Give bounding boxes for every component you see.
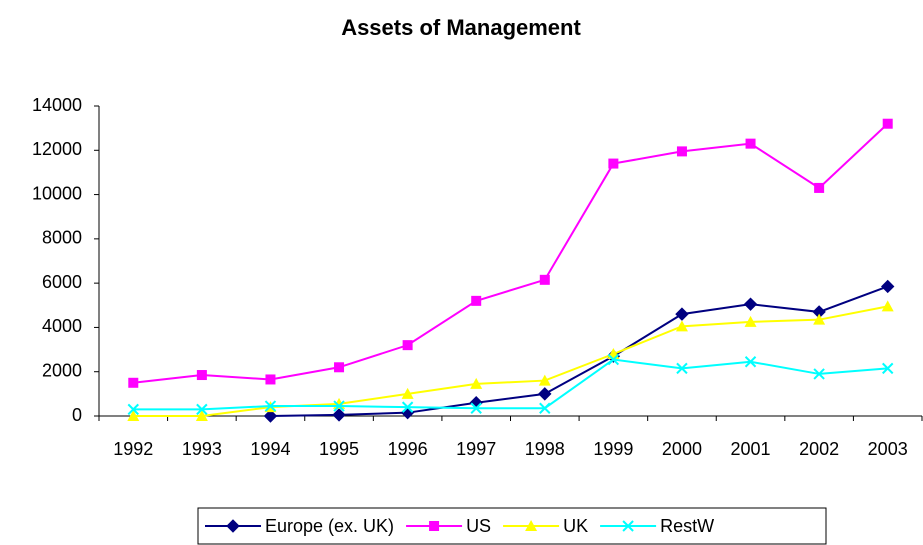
y-tick-label: 8000 bbox=[42, 228, 82, 248]
marker bbox=[814, 182, 825, 193]
x-tick-label: 1999 bbox=[593, 439, 633, 459]
series-line bbox=[133, 305, 888, 417]
marker bbox=[195, 410, 208, 421]
marker bbox=[675, 320, 688, 332]
y-tick-label: 12000 bbox=[32, 139, 82, 159]
marker bbox=[470, 402, 482, 414]
legend-label: RestW bbox=[660, 516, 714, 536]
y-tick-label: 0 bbox=[72, 405, 82, 425]
marker bbox=[128, 377, 139, 388]
legend: Europe (ex. UK) US UK RestW bbox=[197, 507, 827, 545]
marker bbox=[538, 374, 551, 386]
series-line bbox=[270, 285, 889, 417]
x-tick-label: 1993 bbox=[182, 439, 222, 459]
y-tick-label: 10000 bbox=[32, 183, 82, 203]
series-line bbox=[133, 358, 888, 411]
marker bbox=[675, 307, 689, 321]
x-tick-label: 1998 bbox=[525, 439, 565, 459]
x-tick-label: 2003 bbox=[868, 439, 908, 459]
marker bbox=[608, 158, 619, 169]
marker bbox=[196, 403, 208, 416]
marker bbox=[263, 409, 278, 423]
y-tick-label: 4000 bbox=[42, 316, 82, 336]
marker bbox=[470, 377, 483, 389]
marker bbox=[402, 340, 413, 351]
chart-title: Assets of Management bbox=[341, 15, 581, 40]
marker bbox=[525, 520, 538, 531]
marker bbox=[744, 356, 757, 368]
marker bbox=[882, 362, 894, 375]
marker bbox=[607, 353, 620, 366]
marker bbox=[226, 519, 240, 533]
marker bbox=[882, 118, 893, 129]
marker bbox=[538, 387, 552, 401]
x-tick-label: 1997 bbox=[456, 439, 496, 459]
y-tick-label: 2000 bbox=[42, 360, 82, 380]
marker bbox=[471, 295, 482, 306]
marker bbox=[334, 362, 345, 373]
legend-label: Europe (ex. UK) bbox=[265, 516, 394, 536]
marker bbox=[744, 315, 757, 327]
marker bbox=[745, 138, 756, 149]
x-tick-label: 1992 bbox=[113, 439, 153, 459]
marker bbox=[333, 400, 345, 412]
marker bbox=[332, 408, 346, 422]
marker bbox=[401, 401, 414, 413]
x-tick-label: 2000 bbox=[662, 439, 702, 459]
marker bbox=[127, 403, 139, 416]
marker bbox=[265, 374, 276, 385]
legend-label: US bbox=[466, 516, 491, 536]
marker bbox=[429, 521, 440, 531]
y-tick-label: 14000 bbox=[32, 95, 82, 115]
x-tick-label: 1996 bbox=[388, 439, 428, 459]
marker bbox=[881, 279, 895, 294]
marker bbox=[264, 400, 277, 412]
x-tick-label: 1995 bbox=[319, 439, 359, 459]
y-tick-label: 6000 bbox=[42, 272, 82, 292]
marker bbox=[622, 520, 634, 532]
marker bbox=[196, 370, 207, 381]
marker bbox=[813, 313, 826, 325]
marker bbox=[676, 146, 687, 157]
x-tick-label: 2001 bbox=[731, 439, 771, 459]
series-line bbox=[133, 122, 889, 384]
marker bbox=[539, 274, 550, 285]
marker bbox=[743, 297, 758, 311]
legend-label: UK bbox=[563, 516, 588, 536]
x-tick-label: 2002 bbox=[799, 439, 839, 459]
marker bbox=[813, 368, 825, 380]
marker bbox=[539, 402, 551, 414]
marker bbox=[401, 387, 414, 399]
marker bbox=[127, 410, 140, 421]
x-tick-label: 1994 bbox=[250, 439, 290, 459]
marker bbox=[881, 300, 894, 312]
marker bbox=[676, 362, 688, 375]
